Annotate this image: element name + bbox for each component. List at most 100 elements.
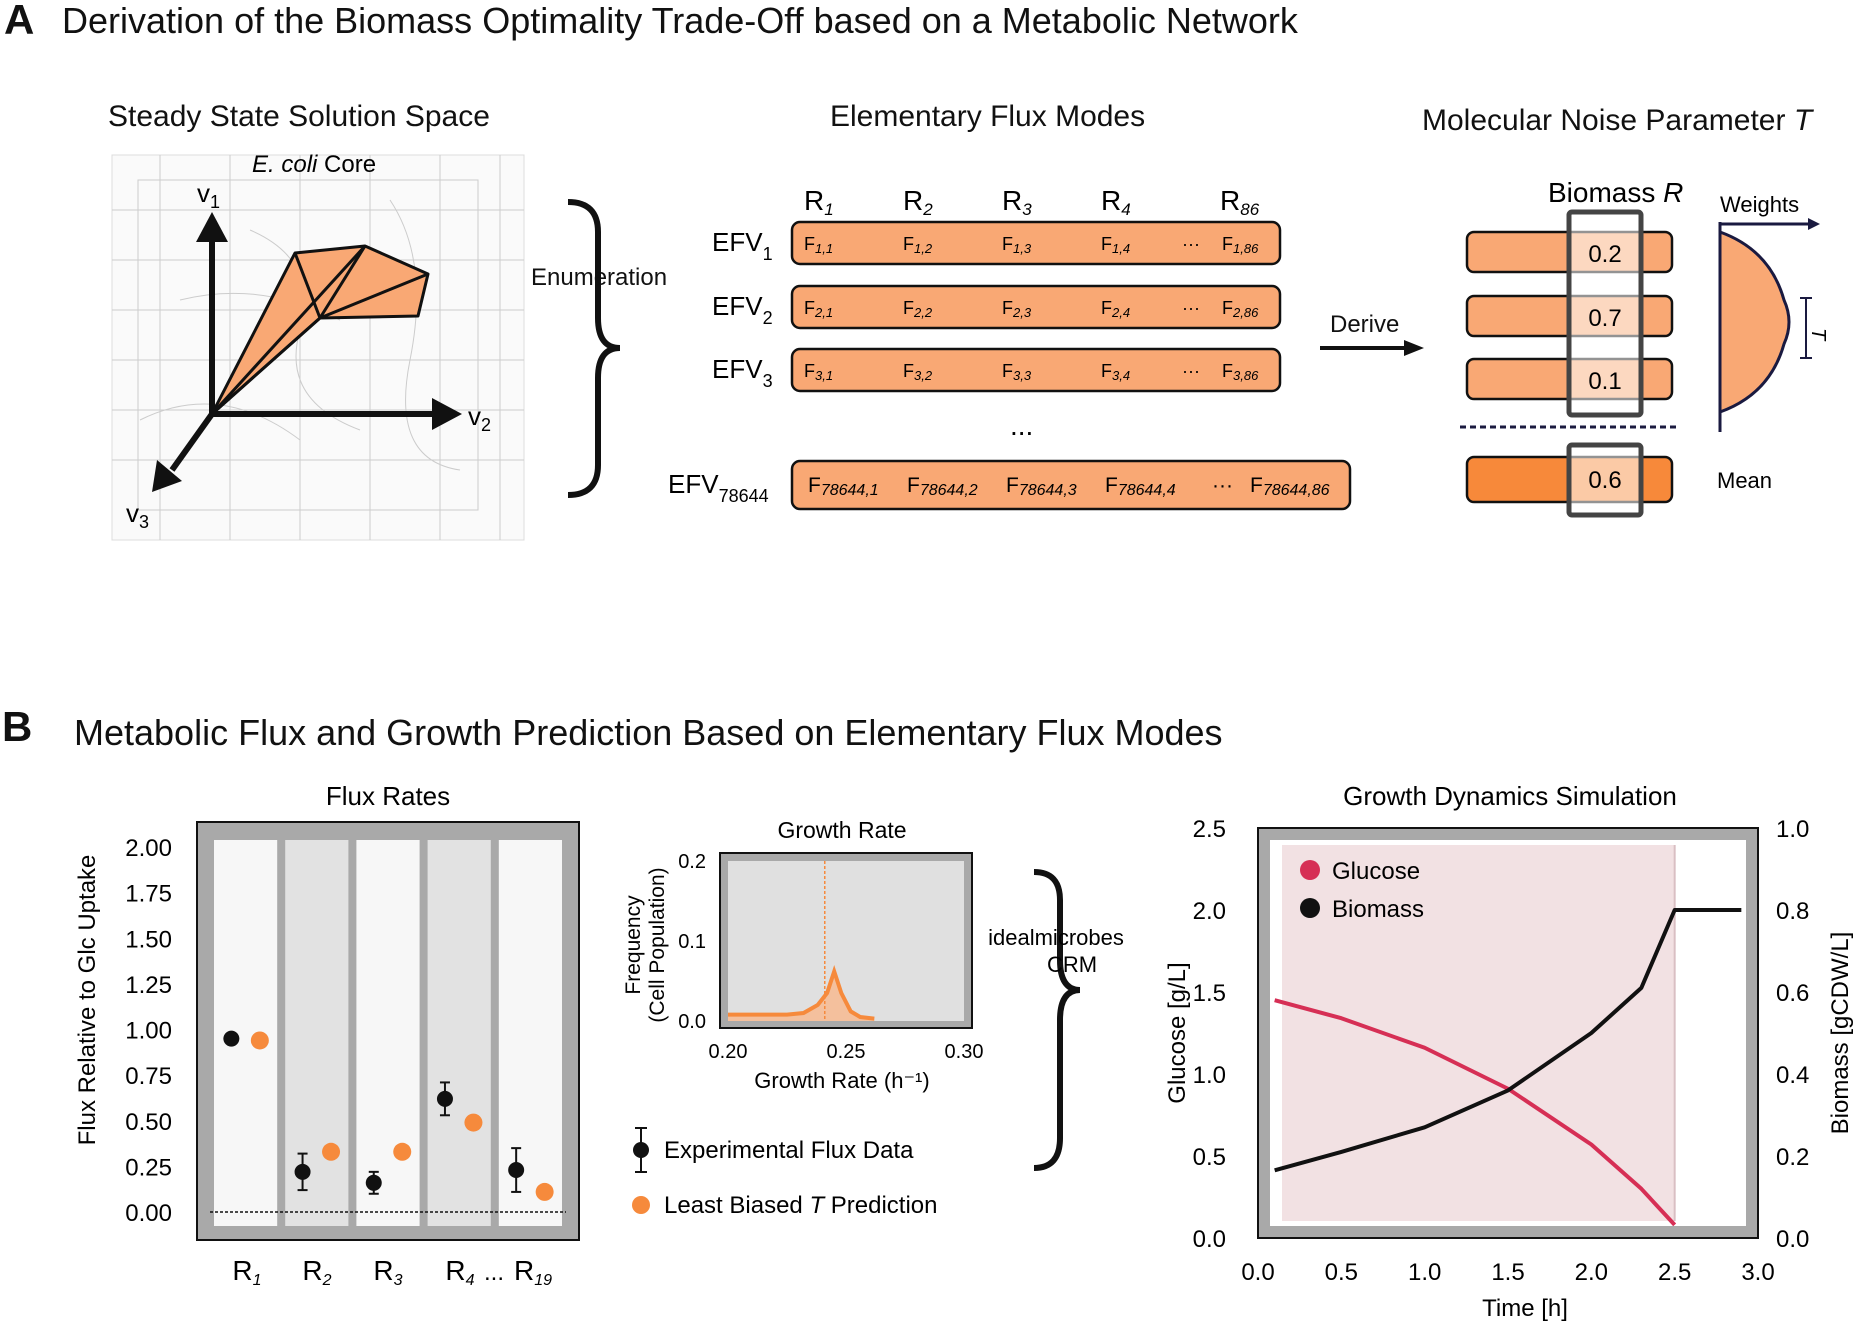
weights-label: Weights <box>1720 192 1799 217</box>
flux-band <box>214 840 278 1226</box>
efv-cell: F1,4 <box>1101 234 1130 256</box>
growth-rate-title: Growth Rate <box>777 817 906 843</box>
derive-label: Derive <box>1330 311 1400 338</box>
efv-cell: F2,3 <box>1002 298 1032 320</box>
flux-legend <box>632 1127 650 1214</box>
flux-x-label: R19 <box>514 1255 552 1289</box>
panel-a-title: Derivation of the Biomass Optimality Tra… <box>62 0 1298 41</box>
dynamics-ticks: 0.0 0.5 1.0 1.5 2.0 2.5 3.00.00.51.01.52.02.50… <box>1193 816 1810 1286</box>
metabolic-network-map <box>111 154 525 541</box>
growth-y-tick: 0.1 <box>678 931 706 953</box>
flux-x-label: R1 <box>232 1255 261 1289</box>
flux-prediction-point <box>535 1182 554 1201</box>
efv-row-bar <box>790 220 1282 266</box>
legend-prediction: Least Biased T Prediction <box>664 1192 938 1219</box>
dynamics-y-tick-right: 0.4 <box>1776 1062 1809 1089</box>
flux-prediction-point <box>464 1113 483 1132</box>
dynamics-y-tick-left: 1.5 <box>1193 980 1226 1007</box>
efv-cell: F2,1 <box>804 298 833 320</box>
dynamics-y-axis-left-label: Glucose [g/L] <box>1164 962 1191 1103</box>
dynamics-x-tick: 2.5 <box>1658 1259 1691 1286</box>
dynamics-x-tick: 1.5 <box>1491 1259 1524 1286</box>
flux-prediction-point <box>322 1142 341 1161</box>
reaction-headers: R1 R2 R3 R4 R86 <box>804 185 1260 219</box>
reaction-header: R86 <box>1220 185 1260 219</box>
flux-y-tick: 0.75 <box>125 1063 172 1090</box>
mean-label: Mean <box>1717 468 1772 493</box>
growth-y-tick: 0.2 <box>678 851 706 873</box>
growth-y-axis-label-1: Frequency <box>622 895 645 995</box>
ecoli-core-label: E. coli Core <box>252 151 376 178</box>
flux-y-tick: 1.00 <box>125 1018 172 1045</box>
growth-y-axis-label-2: (Cell Population) <box>646 867 669 1022</box>
flux-chart-title: Flux Rates <box>326 781 450 811</box>
reaction-header: R4 <box>1101 185 1131 219</box>
dynamics-y-axis-right-label: Biomass [gCDW/L] <box>1827 932 1854 1135</box>
efv-cell: ··· <box>1182 361 1200 381</box>
efv-row-label: EFV2 <box>712 291 773 328</box>
flux-experimental-point <box>365 1174 382 1191</box>
growth-ticks: 0.20 0.25 0.30 0.0 0.1 0.2 <box>678 851 983 1063</box>
efv-cell: F3,4 <box>1101 361 1130 383</box>
flux-y-tick: 2.00 <box>125 835 172 862</box>
legend-biomass-marker <box>1300 898 1320 918</box>
solution-space-title: Steady State Solution Space <box>108 100 490 133</box>
flux-x-label: R3 <box>373 1255 402 1289</box>
efv-row-label: EFV78644 <box>668 469 769 506</box>
efv-cell: F3,3 <box>1002 361 1032 383</box>
growth-y-tick: 0.0 <box>678 1011 706 1033</box>
biomass-value: 0.2 <box>1588 241 1621 268</box>
efv-cell: F1,1 <box>804 234 833 256</box>
biomass-value: 0.7 <box>1588 305 1621 332</box>
dynamics-y-tick-right: 1.0 <box>1776 816 1809 843</box>
efv-cell: F78644,2 <box>907 474 978 499</box>
growth-x-axis-label: Growth Rate (h⁻¹) <box>754 1068 929 1093</box>
efv-row-bar <box>790 459 1352 511</box>
mean-value: 0.6 <box>1588 467 1621 494</box>
dynamics-y-tick-left: 1.0 <box>1193 1062 1226 1089</box>
flux-y-tick: 0.00 <box>125 1200 172 1227</box>
flux-x-labels: R1 R2 R3 R4 R19... <box>232 1255 552 1289</box>
efv-cell: F78644,4 <box>1105 474 1176 499</box>
panel-b-letter: B <box>2 703 33 750</box>
efv-row-label: EFV3 <box>712 354 773 391</box>
weights-distribution <box>1718 218 1820 432</box>
dynamics-x-tick: 2.0 <box>1575 1259 1608 1286</box>
flux-y-tick: 0.50 <box>125 1109 172 1136</box>
flux-experimental-point <box>436 1090 453 1107</box>
flux-y-ticks: 0.00 0.25 0.50 0.75 1.00 1.25 1.50 1.75 2.00 <box>125 835 172 1227</box>
efv-rows: EFV1 F1,1 F1,2 F1,3 F1,4 ··· F1,86 EFV2 F2,1 F2,2… <box>668 220 1352 511</box>
biomass-value: 0.1 <box>1588 368 1621 395</box>
efv-cell: F78644,3 <box>1006 474 1077 499</box>
dynamics-y-tick-left: 2.5 <box>1193 816 1226 843</box>
efv-row-bar <box>790 347 1282 393</box>
flux-experimental-point <box>508 1162 525 1179</box>
legend-biomass-label: Biomass <box>1332 896 1424 923</box>
efv-cell: F2,86 <box>1222 298 1259 320</box>
efv-cell: F1,2 <box>903 234 933 256</box>
panel-a-letter: A <box>4 0 35 43</box>
enumeration-brace <box>567 199 621 498</box>
reaction-header: R1 <box>804 185 834 219</box>
steady-state-cone <box>210 244 430 416</box>
growth-line <box>728 964 875 1021</box>
flux-experimental-point <box>294 1163 311 1180</box>
efv-cell: F2,4 <box>1101 298 1130 320</box>
crm-brace <box>1033 869 1081 1171</box>
biomass-r-label: Biomass R <box>1548 177 1683 208</box>
dynamics-y-tick-right: 0.8 <box>1776 898 1809 925</box>
dynamics-y-tick-left: 2.0 <box>1193 898 1226 925</box>
legend-experimental: Experimental Flux Data <box>664 1137 914 1164</box>
dynamics-y-tick-right: 0.6 <box>1776 980 1809 1007</box>
legend-glucose-label: Glucose <box>1332 858 1420 885</box>
dynamics-y-tick-right: 0.2 <box>1776 1144 1809 1171</box>
efv-cell: F2,2 <box>903 298 933 320</box>
efv-cell: ··· <box>1182 298 1200 318</box>
efv-row-label: EFV1 <box>712 227 773 264</box>
growth-x-tick: 0.30 <box>945 1041 984 1063</box>
derive-arrow-head <box>1404 340 1424 356</box>
efv-cell: F1,3 <box>1002 234 1032 256</box>
panel-b-title: Metabolic Flux and Growth Prediction Bas… <box>74 712 1223 753</box>
